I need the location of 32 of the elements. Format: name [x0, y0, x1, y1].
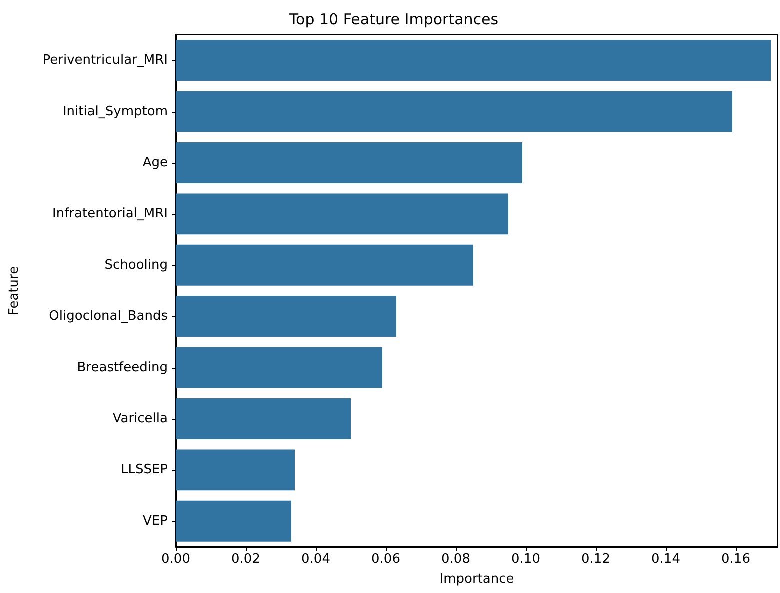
- y-axis-title: Feature: [7, 266, 22, 316]
- x-tick-label: 0.12: [582, 552, 610, 567]
- x-tick-label: 0.10: [512, 552, 540, 567]
- x-tick-label: 0.04: [302, 552, 330, 567]
- y-tick-label: LLSSEP: [120, 462, 168, 478]
- y-tick-label: Oligoclonal_Bands: [49, 309, 168, 324]
- y-tick-label: VEP: [143, 514, 168, 529]
- y-tick-label: Schooling: [104, 258, 168, 273]
- y-tick-label: Breastfeeding: [77, 360, 168, 376]
- x-tick-label: 0.16: [722, 552, 750, 567]
- x-tick-label: 0.06: [372, 552, 400, 567]
- bar: [176, 398, 351, 440]
- x-tick-label: 0.14: [652, 552, 680, 567]
- chart-title: Top 10 Feature Importances: [288, 10, 499, 28]
- x-tick-label: 0.00: [162, 552, 190, 567]
- bar: [176, 40, 771, 82]
- x-tick-label: 0.08: [442, 552, 470, 567]
- y-tick-label: Age: [142, 156, 168, 170]
- x-tick-label: 0.02: [232, 552, 260, 567]
- bar: [176, 296, 396, 338]
- bar: [176, 500, 292, 542]
- y-tick-label: Initial_Symptom: [62, 104, 168, 120]
- y-tick-label: Varicella: [112, 412, 168, 426]
- bar: [176, 347, 382, 388]
- y-tick-label: Periventricular_MRI: [42, 53, 168, 68]
- bar: [176, 194, 508, 235]
- bar: [176, 91, 732, 132]
- bar: [176, 142, 522, 184]
- y-tick-label: Infratentorial_MRI: [52, 206, 168, 222]
- bar: [176, 450, 295, 491]
- bar: [176, 244, 474, 286]
- x-axis-title: Importance: [440, 572, 514, 587]
